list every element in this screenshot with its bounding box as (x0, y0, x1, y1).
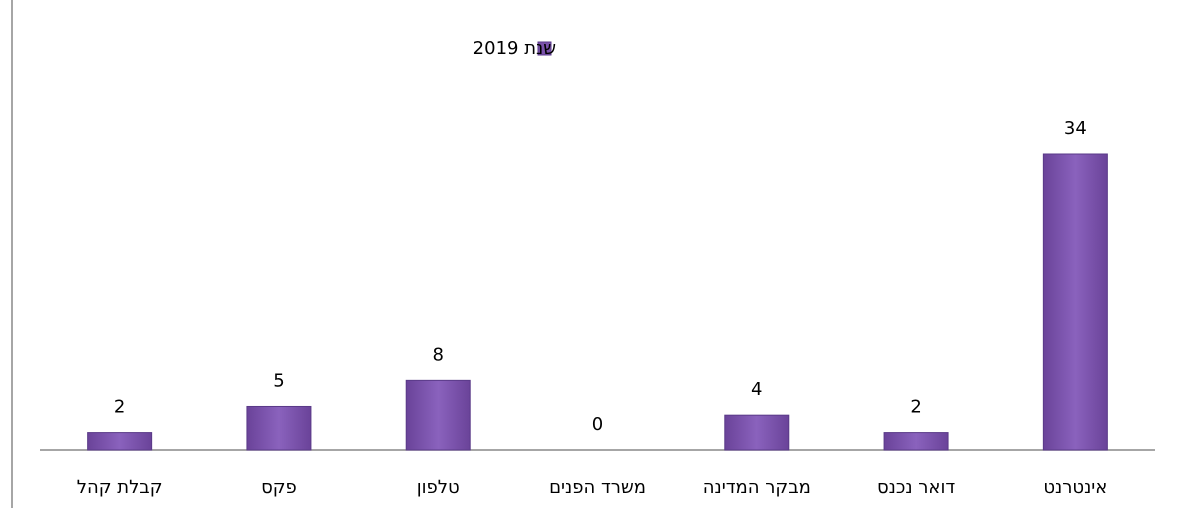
x-tick-label: משרד הפנים (549, 477, 646, 498)
value-label: 2 (910, 397, 921, 418)
x-tick-label: דואר נכנס (877, 477, 955, 498)
value-label: 34 (1064, 118, 1087, 139)
bar (246, 405, 312, 451)
x-tick-label: פקס (261, 477, 297, 498)
x-tick-label: מבקר המדינה (703, 477, 811, 498)
value-label: 2 (114, 397, 125, 418)
value-label: 8 (432, 344, 443, 365)
bar (1042, 153, 1108, 451)
bar (724, 414, 790, 451)
x-tick-label: טלפון (417, 477, 460, 498)
legend-label: שנת 2019 (473, 38, 556, 59)
value-label: 4 (751, 379, 762, 400)
value-label: 0 (592, 414, 603, 435)
x-tick-label: קבלת קהל (77, 477, 163, 498)
value-label: 5 (273, 370, 284, 391)
x-tick-label: אינטרנט (1043, 477, 1107, 498)
bar (883, 432, 949, 451)
legend-swatch (537, 41, 552, 56)
bar (87, 432, 153, 451)
bar (405, 379, 471, 451)
